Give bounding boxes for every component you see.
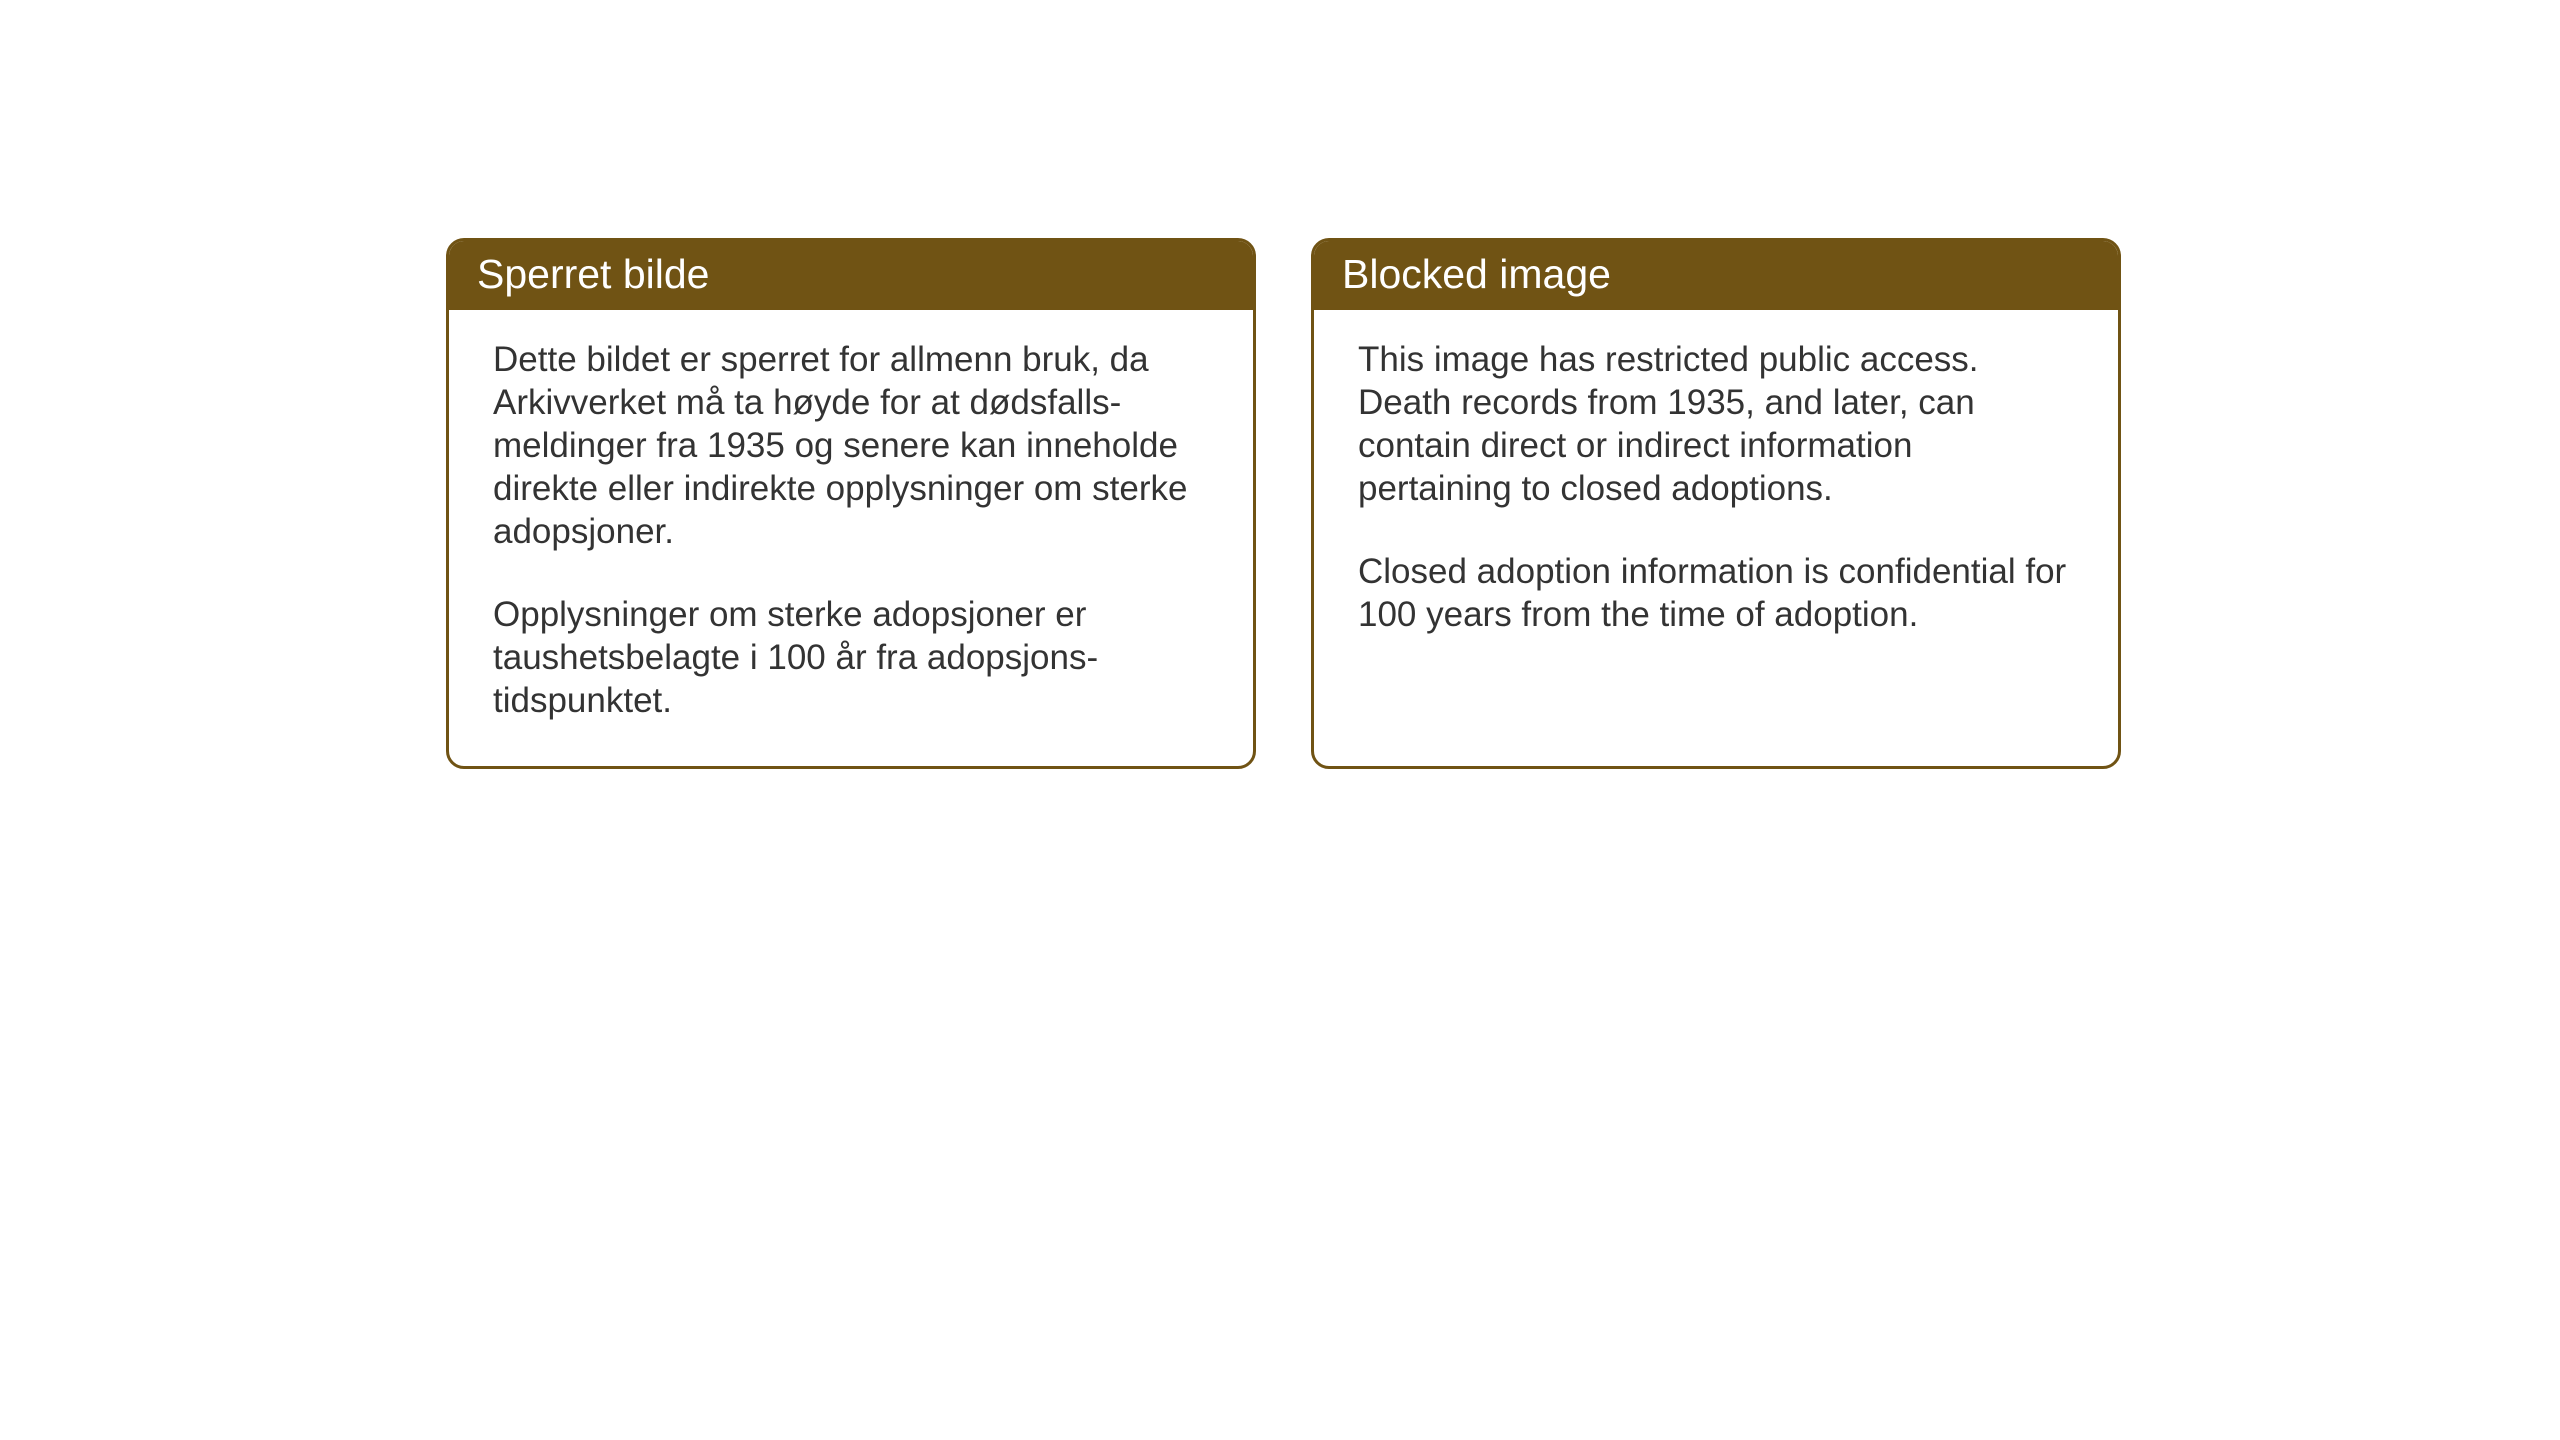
paragraph-2-norwegian: Opplysninger om sterke adopsjoner er tau… xyxy=(493,593,1209,722)
card-title-norwegian: Sperret bilde xyxy=(477,251,709,297)
notice-cards-container: Sperret bilde Dette bildet er sperret fo… xyxy=(446,238,2121,769)
paragraph-2-english: Closed adoption information is confident… xyxy=(1358,550,2074,636)
notice-card-english: Blocked image This image has restricted … xyxy=(1311,238,2121,769)
card-header-english: Blocked image xyxy=(1314,241,2118,310)
card-body-english: This image has restricted public access.… xyxy=(1314,310,2118,680)
card-body-norwegian: Dette bildet er sperret for allmenn bruk… xyxy=(449,310,1253,766)
notice-card-norwegian: Sperret bilde Dette bildet er sperret fo… xyxy=(446,238,1256,769)
paragraph-1-english: This image has restricted public access.… xyxy=(1358,338,2074,510)
card-title-english: Blocked image xyxy=(1342,251,1611,297)
card-header-norwegian: Sperret bilde xyxy=(449,241,1253,310)
paragraph-1-norwegian: Dette bildet er sperret for allmenn bruk… xyxy=(493,338,1209,553)
